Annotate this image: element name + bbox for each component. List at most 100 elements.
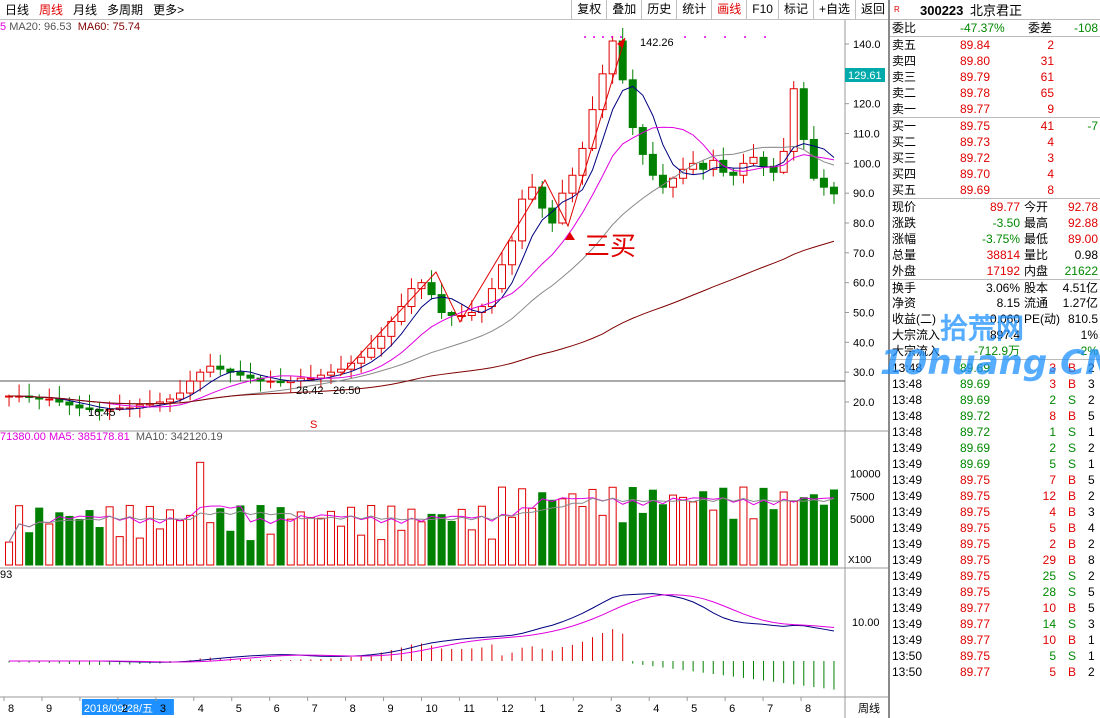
volume-bar [105,506,114,566]
tick-volume: 2 [1049,441,1056,455]
tick-side: S [1068,617,1077,631]
tick-count: 2 [1088,489,1095,503]
price-tick-label: 20.0 [853,397,874,409]
tick-side: B [1068,409,1077,423]
tick-count: 2 [1088,441,1095,455]
quote-row: 大宗流入 897.4 1% [890,327,1100,343]
date-tick-label: 2 [577,703,583,715]
tick-time: 13:49 [892,617,923,631]
price-tick-label: 90.0 [853,188,874,200]
buys-row: 买二 89.73 4 [890,134,1100,150]
buys-volume: 41 [1040,119,1054,133]
tick-side: S [1068,441,1077,455]
buys-label: 买五 [892,183,917,197]
quote-value: 897.4 [989,328,1020,342]
tool-button-7[interactable]: +自选 [812,0,855,20]
tick-price: 89.75 [960,505,991,519]
volume-bar [648,489,657,566]
tick-side: B [1068,553,1077,567]
tool-button-4[interactable]: 画线 [711,0,746,20]
tick-volume: 25 [1042,569,1056,583]
tick-count: 1 [1088,457,1095,471]
date-tick-label: 10 [426,703,438,715]
tick-row: 13:49 89.69 2 S 2 [890,440,1100,456]
tool-button-2[interactable]: 历史 [641,0,676,20]
quote-row: 涨跌 -3.50 最高 92.88 [890,215,1100,231]
tick-volume: 14 [1042,617,1056,631]
volume-bar [367,504,376,566]
period-tab-0[interactable]: 日线 [5,2,30,17]
tick-row: 13:49 89.75 28 S 5 [890,584,1100,600]
candle-body [437,294,446,314]
volume-bar [699,491,708,566]
tick-time: 13:49 [892,569,923,583]
signal-dot [764,36,766,38]
stock-name[interactable]: 北京君正 [970,3,1023,18]
tick-count: 5 [1088,601,1095,615]
tick-time: 13:49 [892,441,923,455]
price-tick-label: 140.0 [853,39,881,51]
stock-code[interactable]: 300223 [920,3,964,18]
tick-volume: 1 [1049,425,1056,439]
tool-button-3[interactable]: 统计 [676,0,711,20]
quote-value2: 21622 [1064,264,1098,278]
period-tab-2[interactable]: 月线 [73,2,98,17]
volume-bar [266,533,275,566]
quote-value: 0.060 [989,312,1020,326]
tick-side: B [1068,537,1077,551]
tool-button-8[interactable]: 返回 [854,0,890,20]
kline-chart[interactable]: 140.0 1 30.0 120.0 110.0 100.0 90.0 80.0 70.0 60.… [0,20,888,718]
volume-bar [608,486,617,566]
volume-bar [125,504,134,566]
period-tab-3[interactable]: 多周期 [107,2,144,17]
candle-body [407,288,416,308]
panel-divider[interactable] [888,0,890,718]
tick-row: 13:49 89.75 2 B 2 [890,536,1100,552]
volume-bar [538,492,547,566]
tick-price: 89.75 [960,537,991,551]
volume-bar [447,520,456,566]
period-tab-1[interactable]: 周线 [39,2,64,17]
tick-row: 13:49 89.77 10 B 5 [890,600,1100,616]
candle-body [719,159,728,173]
tool-button-0[interactable]: 复权 [571,0,606,20]
tick-list[interactable]: 13:48 89.69 3 B 2 13:48 89.69 3 B 3 13:48 89.69 2 S 2 1… [890,359,1100,680]
candle-body [538,186,547,209]
tick-count: 5 [1088,409,1095,423]
sells-row: 卖三 89.79 61 [890,69,1100,85]
buys-price: 89.70 [960,167,991,181]
tick-count: 5 [1088,585,1095,599]
period-tab-4[interactable]: 更多> [153,2,185,17]
tick-time: 13:48 [892,425,923,439]
macd-dea-line [9,594,835,663]
signal-dot [684,36,686,38]
tool-button-5[interactable]: F10 [746,0,778,20]
candle-body [709,159,718,170]
tick-volume: 3 [1049,361,1056,375]
candle-body [528,186,537,200]
candle-body [829,186,838,195]
price-tick-label: 80.0 [853,218,874,230]
price-tick-label: 110.0 [853,129,880,141]
ma-prefix: 5 [0,21,7,33]
date-tick-label: 12 [501,703,513,715]
quote-label: 涨幅 [892,232,917,246]
tick-time: 13:48 [892,361,923,375]
tool-button-1[interactable]: 叠加 [606,0,641,20]
volume-bar [558,498,567,566]
candle-body [357,356,366,364]
buys-label: 买二 [892,135,917,149]
sells-price: 89.78 [960,86,991,100]
candle-body [689,162,698,170]
tool-button-6[interactable]: 标记 [777,0,813,20]
quote-stats: 现价 89.77 今开 92.78 涨跌 -3.50 最高 92.88 涨幅 -3.75% 最低 89… [890,198,1100,359]
tick-volume: 8 [1049,409,1056,423]
volume-bar [357,534,366,566]
quote-label: 涨跌 [892,216,917,230]
ma20-line [9,145,835,405]
quote-value: 3.06% [985,281,1020,295]
buys-volume: 8 [1047,183,1054,197]
price-tick-label: 40.0 [853,337,874,349]
tick-row: 13:49 89.75 12 B 2 [890,488,1100,504]
signal-dot [602,36,604,38]
